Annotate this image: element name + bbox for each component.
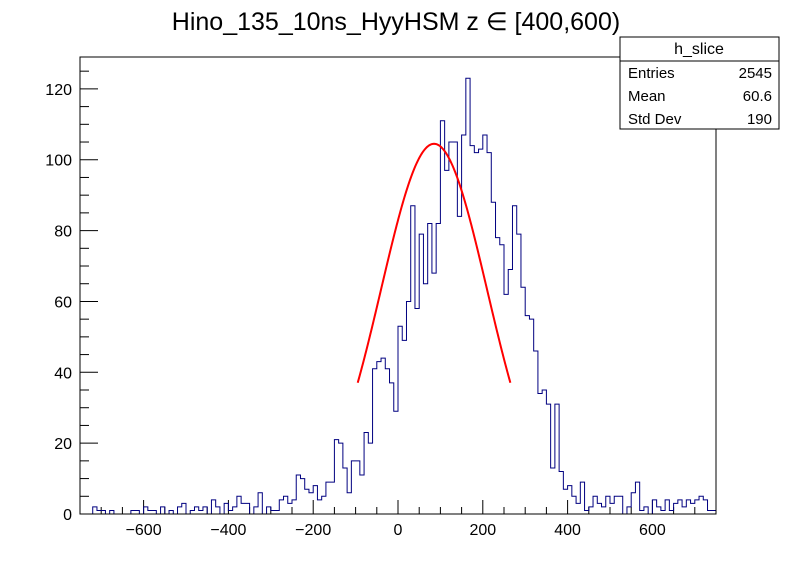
x-tick-label: 0 [394,522,403,539]
chart-title: Hino_135_10ns_HyyHSM z ∈ [400,600) [172,8,620,36]
y-tick-label: 100 [45,153,72,170]
x-axis-ticks: −600 −400 −200 0 200 400 600 [79,500,717,539]
y-tick-label: 20 [54,436,72,453]
y-tick-label: 60 [54,294,72,311]
x-tick-label: 400 [554,522,581,539]
stats-entries-label: Entries [628,65,675,82]
y-axis-ticks: 0 20 40 60 80 100 120 [45,70,98,524]
stats-entries-value: 2545 [739,65,772,82]
stats-box-border [619,36,780,130]
stats-stddev-value: 190 [747,111,772,128]
y-tick-label: 40 [54,365,72,382]
stats-mean-value: 60.6 [743,88,772,105]
stats-stddev-label: Std Dev [628,111,682,128]
y-tick-label: 0 [63,507,72,524]
x-tick-label: −200 [295,522,331,539]
stats-box: h_slice Entries 2545 Mean 60.6 Std Dev 1… [619,36,780,130]
y-tick-label: 80 [54,224,72,241]
x-tick-label: −600 [126,522,162,539]
y-tick-label: 120 [45,82,72,99]
gaussian-fit-curve [356,142,512,383]
x-tick-label: 600 [639,522,666,539]
x-tick-label: −400 [210,522,246,539]
stats-box-title: h_slice [674,41,724,58]
stats-mean-label: Mean [628,88,666,105]
x-tick-label: 200 [469,522,496,539]
plot-frame [79,56,717,515]
histogram-series [80,77,717,515]
